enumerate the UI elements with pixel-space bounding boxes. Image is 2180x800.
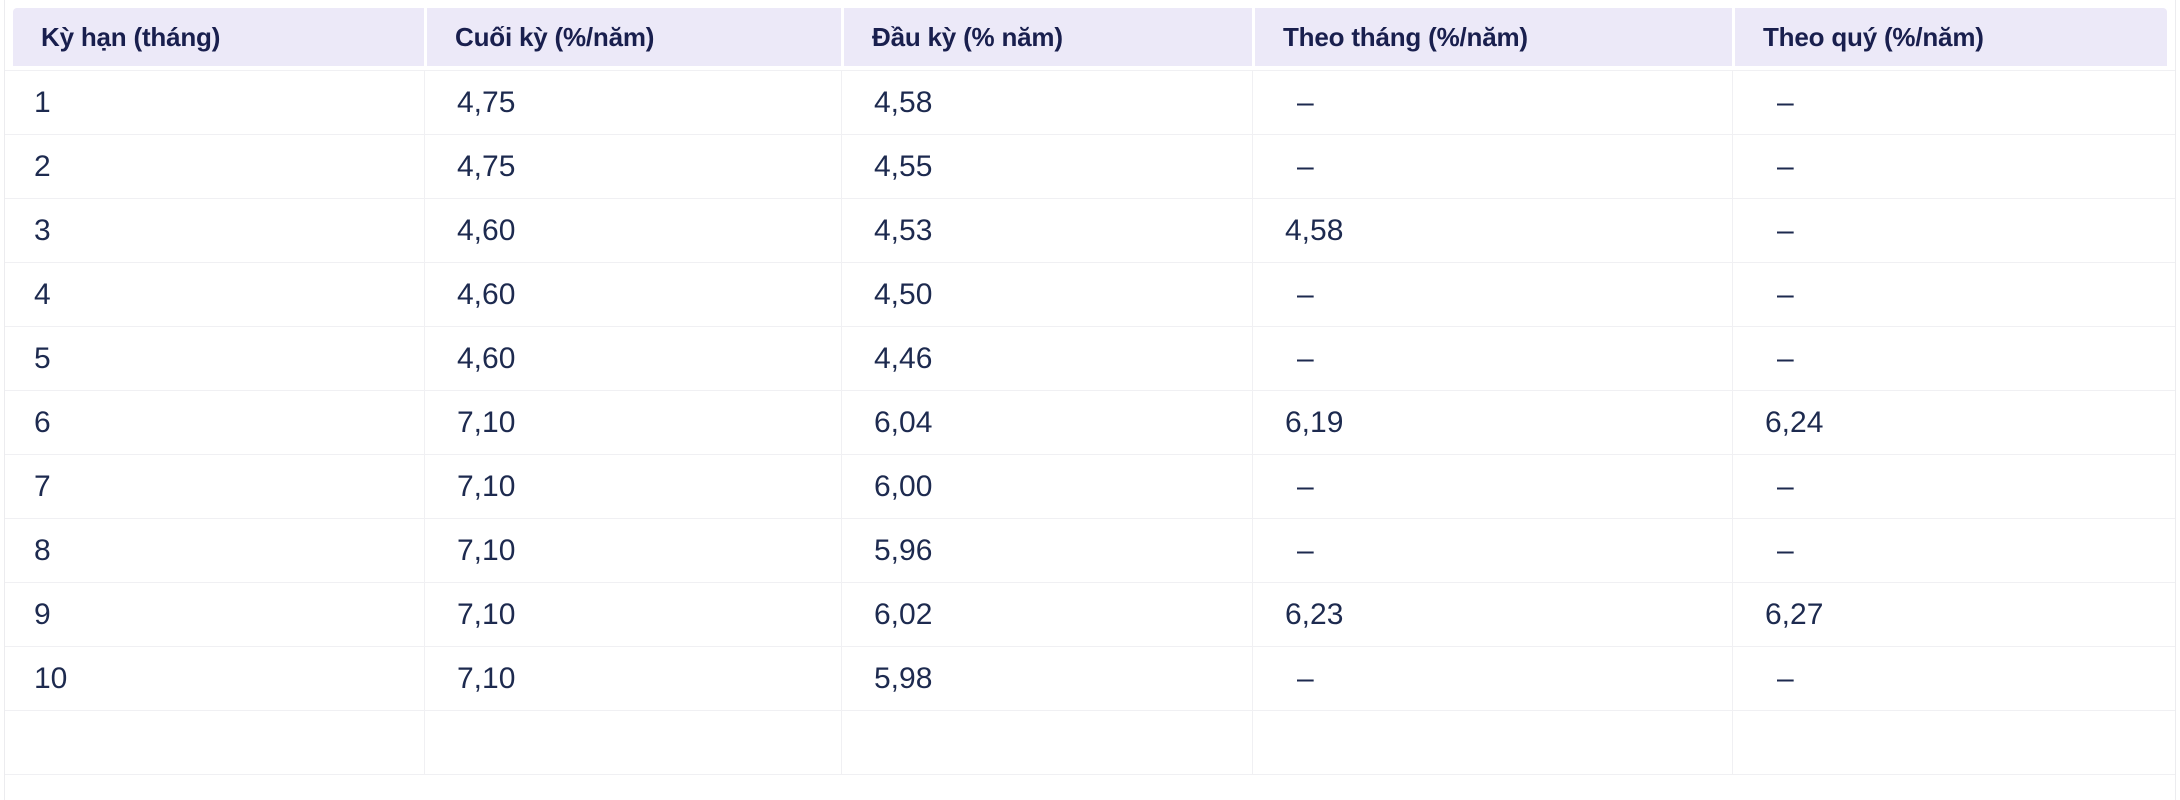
header-cell-monthly: Theo tháng (%/năm) (1252, 8, 1732, 66)
cell-start_of_term: 5,98 (841, 647, 1252, 710)
cell-quarterly: 6,27 (1732, 583, 2175, 646)
cell-end_of_term: 7,10 (424, 391, 841, 454)
cell-monthly: 6,19 (1252, 391, 1732, 454)
cell-monthly: – (1252, 647, 1732, 710)
table-row: 4 4,60 4,50– – (5, 263, 2175, 327)
header-cell-start-of-term: Đầu kỳ (% năm) (841, 8, 1252, 66)
table-row: 8 7,10 5,96– – (5, 519, 2175, 583)
cell-start_of_term: 6,04 (841, 391, 1252, 454)
cell-term: 1 (34, 85, 51, 119)
cell-quarterly: – (1732, 71, 2175, 134)
header-cell-term: Kỳ hạn (tháng) (13, 8, 424, 66)
cell-monthly: – (1252, 135, 1732, 198)
cell-end_of_term: 4,75 (424, 135, 841, 198)
cell-end_of_term: 4,60 (424, 199, 841, 262)
cell-start_of_term (841, 711, 1252, 774)
cell-start_of_term: 4,50 (841, 263, 1252, 326)
cell-quarterly (1732, 711, 2175, 774)
cell-end_of_term: 7,10 (424, 519, 841, 582)
cell-term: 2 (34, 149, 51, 183)
cell-quarterly: – (1732, 455, 2175, 518)
rate-table-card: Kỳ hạn (tháng) Cuối kỳ (%/năm) Đầu kỳ (%… (4, 0, 2176, 800)
header-cell-quarterly: Theo quý (%/năm) (1732, 8, 2167, 66)
cell-monthly: – (1252, 263, 1732, 326)
cell-term: 5 (34, 341, 51, 375)
cell-monthly: – (1252, 327, 1732, 390)
cell-quarterly: – (1732, 327, 2175, 390)
cell-start_of_term: 6,02 (841, 583, 1252, 646)
cell-term: 7 (34, 469, 51, 503)
cell-term: 9 (34, 597, 51, 631)
cell-term: 8 (34, 533, 51, 567)
cell-term: 10 (34, 661, 68, 695)
cell-monthly (1252, 711, 1732, 774)
table-row: 10 7,10 5,98– – (5, 647, 2175, 711)
table-row-partial (5, 711, 2175, 775)
table-row: 1 4,75 4,58– – (5, 71, 2175, 135)
table-row: 3 4,60 4,53 4,58– (5, 199, 2175, 263)
cell-start_of_term: 4,53 (841, 199, 1252, 262)
table-body: 1 4,75 4,58– –2 4,75 4,55– –3 4,60 4,53 4,58–4 4,6… (5, 70, 2175, 775)
cell-start_of_term: 4,46 (841, 327, 1252, 390)
cell-end_of_term: 7,10 (424, 583, 841, 646)
cell-end_of_term: 4,75 (424, 71, 841, 134)
cell-end_of_term: 4,60 (424, 327, 841, 390)
cell-monthly: 4,58 (1252, 199, 1732, 262)
cell-monthly: – (1252, 71, 1732, 134)
cell-start_of_term: 5,96 (841, 519, 1252, 582)
cell-term: 3 (34, 213, 51, 247)
cell-quarterly: – (1732, 519, 2175, 582)
cell-quarterly: – (1732, 135, 2175, 198)
table-header-row: Kỳ hạn (tháng) Cuối kỳ (%/năm) Đầu kỳ (%… (5, 8, 2175, 66)
cell-quarterly: – (1732, 263, 2175, 326)
header-cell-end-of-term: Cuối kỳ (%/năm) (424, 8, 841, 66)
table-row: 9 7,10 6,02 6,23 6,27 (5, 583, 2175, 647)
cell-quarterly: – (1732, 199, 2175, 262)
cell-end_of_term: 7,10 (424, 455, 841, 518)
table-row: 6 7,10 6,04 6,19 6,24 (5, 391, 2175, 455)
cell-start_of_term: 4,58 (841, 71, 1252, 134)
cell-monthly: – (1252, 455, 1732, 518)
table-row: 2 4,75 4,55– – (5, 135, 2175, 199)
cell-start_of_term: 6,00 (841, 455, 1252, 518)
cell-end_of_term (424, 711, 841, 774)
cell-term (5, 711, 424, 774)
cell-quarterly: – (1732, 647, 2175, 710)
cell-term: 6 (34, 405, 51, 439)
table-row: 5 4,60 4,46– – (5, 327, 2175, 391)
cell-monthly: – (1252, 519, 1732, 582)
cell-end_of_term: 4,60 (424, 263, 841, 326)
cell-quarterly: 6,24 (1732, 391, 2175, 454)
table-row: 7 7,10 6,00– – (5, 455, 2175, 519)
cell-monthly: 6,23 (1252, 583, 1732, 646)
cell-end_of_term: 7,10 (424, 647, 841, 710)
cell-term: 4 (34, 277, 51, 311)
cell-start_of_term: 4,55 (841, 135, 1252, 198)
